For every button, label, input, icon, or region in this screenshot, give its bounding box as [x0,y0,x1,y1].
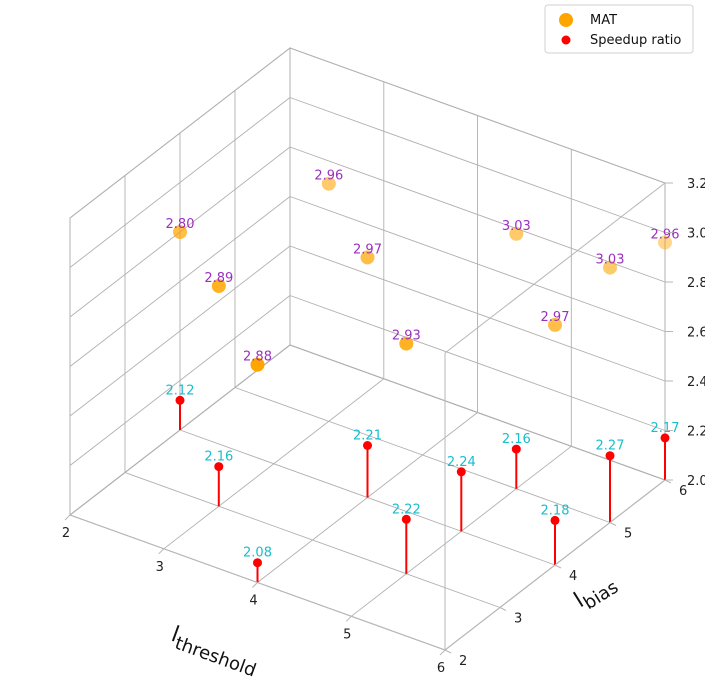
legend-mat-label: MAT [590,13,617,28]
x-tick-mark [158,548,165,555]
mat-data-label: 2.97 [353,242,382,257]
legend-speedup-marker [561,35,571,45]
grid-line-z-back [289,295,666,431]
mat-data-label: 2.96 [314,169,343,184]
legend-mat-marker [559,13,573,27]
grid-line-z-side [69,196,291,367]
y-tick-mark [444,649,452,654]
speedup-point [363,441,372,450]
mat-point [509,226,524,241]
speedup-point [660,433,670,443]
speedup-data-label: 2.24 [447,455,476,470]
speedup-data-label: 2.08 [243,546,272,561]
mat-data-label: 2.96 [651,227,680,242]
speedup-data-label: 2.27 [596,439,625,454]
x-tick-mark [439,649,446,656]
x-tick-label: 2 [62,526,70,541]
grid-line-z-side [69,97,291,268]
mat-data-label: 2.80 [166,217,195,232]
x-tick-label: 3 [156,560,164,575]
y-axis-title: lbias [570,569,622,617]
grid-line-z-back [289,196,666,332]
y-tick-label: 2 [459,654,467,669]
grid-line-z-back [289,47,666,184]
mat-data-label: 2.97 [541,310,570,325]
mat-data-label: 2.88 [243,350,272,365]
y-tick-label: 6 [679,484,687,499]
legend: MAT Speedup ratio [544,4,694,54]
y-tick-mark [554,564,562,569]
speedup-data-label: 2.22 [392,502,421,517]
speedup-point [605,451,615,461]
mat-point [603,260,617,275]
grid-line-z-back [289,97,666,233]
mat-point [360,250,375,265]
z-tick-label: 2.8 [687,276,705,291]
mat-data-label: 3.03 [596,253,625,268]
speedup-point [214,462,224,472]
mat-data-label: 2.93 [392,329,421,344]
mat-data-label: 3.03 [502,219,531,234]
speedup-data-label: 2.16 [502,432,531,447]
x-tick-mark [345,615,352,622]
y-tick-label: 5 [624,527,632,542]
x-tick-mark [252,582,258,588]
grid-line-z-side [69,295,291,466]
mat-point [173,225,187,239]
grid-line-z-side [69,47,291,219]
speedup-point [175,395,185,405]
z-tick-label: 2.4 [687,375,705,390]
speedup-data-label: 2.21 [353,429,382,444]
y-tick-mark [609,522,617,526]
speedup-point [253,558,262,568]
z-tick-label: 2.6 [687,326,705,341]
speedup-data-label: 2.12 [166,383,195,398]
mat-point [250,357,265,372]
x-tick-label: 4 [249,594,257,609]
x-tick-mark [64,514,71,521]
legend-speedup-label: Speedup ratio [590,33,681,48]
mat-point [548,317,562,332]
z-tick-label: 2.0 [687,474,705,489]
grid-line-z-back [289,245,666,382]
data-labels: 2.08 2.16 2.22 2.12 2.21 2.24 2.18 2.16 2.27 2.17… [166,169,680,561]
x-tick-label: 6 [437,661,445,676]
top-edge-line [444,182,666,354]
x-axis-title-sub: threshold [172,633,259,682]
z-tick-label: 3.0 [687,227,705,242]
y-tick-mark [499,607,507,611]
z-tick-label: 3.2 [687,177,705,192]
data-marks [173,176,672,583]
grid-line-z-side [69,245,291,417]
y-tick-label: 4 [569,569,577,584]
speedup-point [401,514,411,524]
mat-point [658,235,672,250]
speedup-data-label: 2.18 [541,503,570,518]
grid-line-z-back [289,344,666,481]
x-tick-label: 5 [343,627,351,642]
legend-box [544,4,694,54]
grid-line-y-floor [124,472,501,608]
speedup-point [456,467,466,477]
speedup-point [550,515,560,525]
speedup-data-label: 2.16 [204,450,233,465]
grid-line-z-back [289,146,666,283]
z-tick-label: 2.2 [687,425,705,440]
x-axis-title: lthreshold [166,622,262,681]
mat-point [399,336,414,351]
mat-point [321,176,336,191]
y-tick-label: 3 [514,612,522,627]
speedup-point [511,444,521,454]
mat-point [211,279,226,293]
mat-data-label: 2.89 [204,271,233,286]
grid-line-y-floor [234,387,611,523]
speedup-data-label: 2.17 [651,421,680,436]
